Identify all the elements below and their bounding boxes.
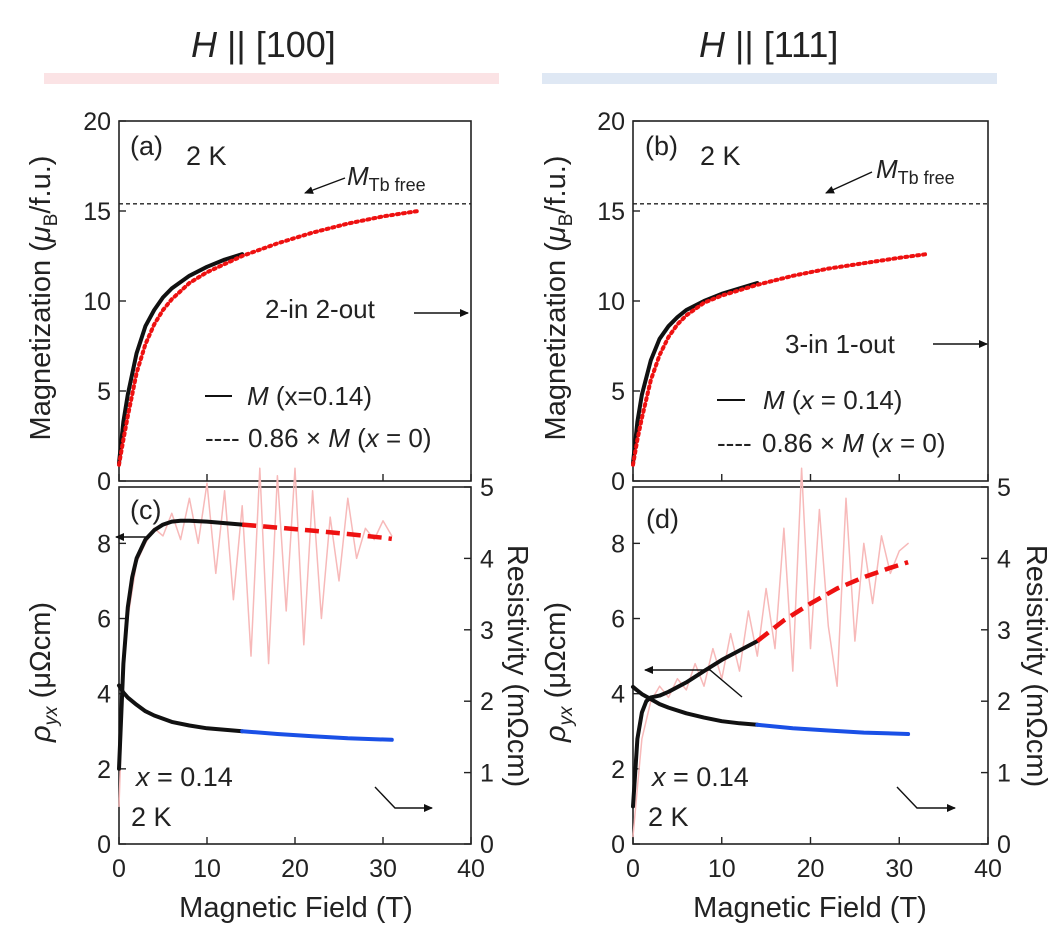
y2-tick-label: 1 — [480, 760, 494, 788]
y-tick-label: 2 — [97, 756, 111, 784]
y2-tick-label: 4 — [480, 545, 494, 573]
y-tick-label: 15 — [83, 198, 111, 226]
panel-c-xlabel: Magnetic Field (T) — [179, 892, 413, 924]
x-tick-label: 30 — [369, 855, 397, 883]
panel-c-right-axis-arrow — [374, 786, 433, 812]
panel-a-mtb-label: MTb free — [347, 161, 426, 195]
x-tick-label: 10 — [708, 855, 736, 883]
series--yx-extrapolated-red-dashed- — [242, 522, 393, 542]
panel-d-xlabel: Magnetic Field (T) — [693, 892, 927, 924]
y-tick-label: 8 — [97, 530, 111, 558]
series-resistivity-fit-black- — [631, 684, 760, 727]
panel-c-y2label: Resistivity (mΩcm) — [501, 545, 533, 787]
x-tick-label: 20 — [797, 855, 825, 883]
series--yx-fit-black- — [631, 639, 760, 809]
panel-c-x-label: x = 0.14 — [134, 762, 233, 792]
panel-a-mtb-arrow — [304, 177, 346, 194]
y2-tick-label: 1 — [997, 760, 1011, 788]
x-tick-label: 0 — [112, 855, 126, 883]
y2-tick-label: 3 — [997, 617, 1011, 645]
panel-d-temp: 2 K — [648, 802, 689, 832]
y-tick-label: 5 — [97, 378, 111, 406]
y-tick-label: 0 — [97, 831, 111, 859]
panel-a-ylabel: Magnetization (μB/f.u.) — [25, 156, 62, 441]
y-tick-label: 4 — [611, 681, 625, 709]
panel-c-plot: 0 2 4 6 8 0 1 2 3 4 5 0 10 20 30 40 — [97, 467, 494, 883]
x-tick-label: 30 — [885, 855, 913, 883]
panel-b-mtb-label: MTb free — [876, 154, 955, 188]
series-resistivity-fit-black- — [117, 683, 245, 734]
panel-a-label: (a) — [130, 131, 163, 161]
y2-tick-label: 5 — [997, 474, 1011, 502]
panel-a-legend-dash: 0.86 × M (x = 0) — [248, 423, 432, 453]
y-tick-label: 4 — [97, 681, 111, 709]
y2-tick-label: 5 — [480, 474, 494, 502]
series--yx-data-noisy- — [118, 467, 393, 808]
panel-b-ylabel: Magnetization (μB/f.u.) — [540, 156, 577, 441]
panel-b-plot: 0 5 10 15 20 — [597, 108, 989, 496]
panel-b-legend-solid: M (x = 0.14) — [763, 385, 902, 415]
y-tick-label: 10 — [83, 288, 111, 316]
y-tick-label: 5 — [611, 378, 625, 406]
panel-a-state: 2-in 2-out — [265, 294, 376, 324]
header-111-bar — [542, 73, 997, 84]
y2-tick-label: 0 — [480, 831, 494, 859]
panel-d-left-axis-arrow — [644, 666, 743, 698]
panel-c-ylabel: ρyx (μΩcm) — [25, 602, 62, 743]
series-m-x-0-14- — [117, 252, 245, 465]
panel-d-x-label: x = 0.14 — [650, 762, 749, 792]
panel-d-right-axis-arrow — [896, 786, 956, 812]
x-tick-label: 20 — [281, 855, 309, 883]
panel-d-y2label: Resistivity (mΩcm) — [1020, 545, 1052, 787]
y-tick-label: 0 — [611, 468, 625, 496]
panel-b-mtb-arrow — [825, 171, 873, 194]
series-resistivity-extrapolated-blue- — [755, 722, 911, 736]
y-tick-label: 0 — [97, 468, 111, 496]
panel-b-state: 3-in 1-out — [785, 329, 896, 359]
x-tick-label: 40 — [457, 855, 485, 883]
y-tick-label: 8 — [611, 530, 625, 558]
y-tick-label: 2 — [611, 756, 625, 784]
panel-c-label: (c) — [130, 495, 161, 525]
y-tick-label: 10 — [597, 288, 625, 316]
x-tick-label: 40 — [974, 855, 1002, 883]
panel-a-plot: 0 5 10 15 20 — [83, 108, 472, 496]
x-tick-label: 10 — [193, 855, 221, 883]
series--yx-fit-black- — [117, 518, 245, 771]
y2-tick-label: 3 — [480, 617, 494, 645]
panel-a-legend-dash-swatch: ---- — [205, 423, 240, 453]
y-tick-label: 20 — [83, 108, 111, 136]
panel-b-label: (b) — [645, 131, 678, 161]
y-tick-label: 6 — [611, 606, 625, 634]
series-resistivity-extrapolated-blue- — [240, 729, 394, 742]
panel-b-legend-dash-swatch: ---- — [717, 428, 752, 458]
panel-d-ylabel: ρyx (μΩcm) — [540, 602, 577, 743]
header-100-bar — [44, 73, 499, 84]
header-111: H || [111] — [699, 24, 838, 65]
y2-tick-label: 2 — [997, 688, 1011, 716]
y-tick-label: 6 — [97, 606, 111, 634]
y-tick-label: 15 — [597, 198, 625, 226]
y-tick-label: 0 — [611, 831, 625, 859]
panel-b-legend-dash: 0.86 × M (x = 0) — [762, 428, 946, 458]
series-0-86-m-x-0- — [631, 252, 928, 467]
panel-d-plot: 0 2 4 6 8 0 1 2 3 4 5 0 10 20 30 40 — [611, 467, 1011, 883]
panel-c-temp: 2 K — [131, 802, 172, 832]
y2-tick-label: 4 — [997, 545, 1011, 573]
header-100: H || [100] — [191, 24, 336, 65]
panel-d-label: (d) — [646, 504, 679, 534]
series--yx-extrapolated-red-dashed- — [755, 560, 909, 643]
x-tick-label: 0 — [626, 855, 640, 883]
y-tick-label: 20 — [597, 108, 625, 136]
panel-b-temp: 2 K — [700, 141, 741, 171]
panel-a-legend-solid: M (x=0.14) — [247, 381, 372, 411]
y2-tick-label: 0 — [997, 831, 1011, 859]
y2-tick-label: 2 — [480, 688, 494, 716]
panel-a-temp: 2 K — [186, 141, 227, 171]
series-0-86-m-x-0- — [117, 209, 421, 467]
